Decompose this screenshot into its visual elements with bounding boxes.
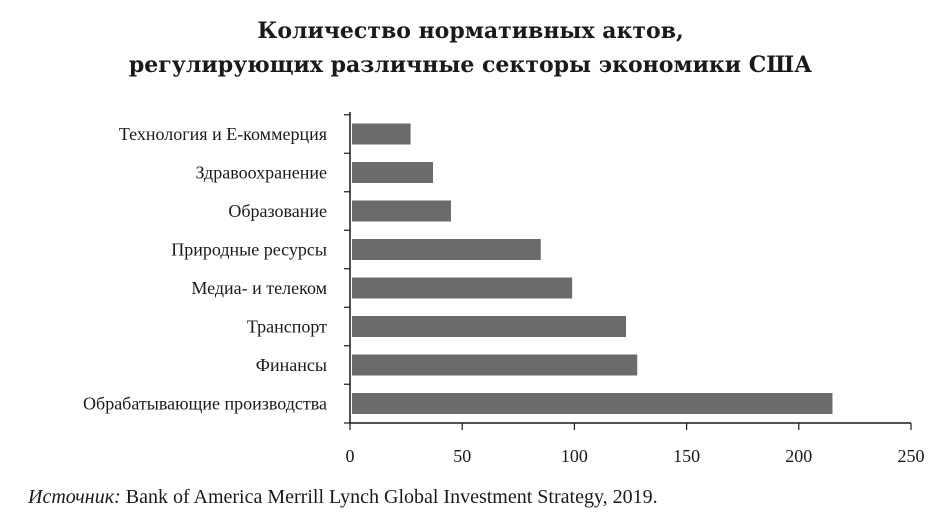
x-tick-label: 50 bbox=[453, 446, 471, 466]
category-label: Образование bbox=[228, 201, 327, 221]
category-label: Технология и E-коммерция bbox=[119, 124, 327, 144]
source-note: Источник: Bank of America Merrill Lynch … bbox=[28, 486, 658, 509]
category-label: Финансы bbox=[256, 355, 327, 375]
x-tick-label: 100 bbox=[561, 446, 588, 466]
axes-group bbox=[344, 112, 912, 430]
category-labels: Технология и E-коммерция Здравоохранение О… bbox=[83, 124, 327, 414]
category-label: Медиа- и телеком bbox=[191, 278, 327, 298]
category-label: Транспорт bbox=[247, 317, 327, 337]
tick-labels: 0 50 100 150 200 250 bbox=[346, 446, 925, 466]
bar bbox=[352, 162, 434, 183]
bar bbox=[352, 354, 638, 376]
bar bbox=[352, 393, 833, 414]
bar bbox=[352, 277, 573, 299]
bar bbox=[352, 239, 541, 260]
category-label: Здравоохранение bbox=[195, 163, 327, 183]
bar bbox=[352, 200, 451, 222]
source-label: Источник: bbox=[28, 486, 121, 508]
chart-title-line-2: регулирующих различные секторы экономики… bbox=[128, 52, 813, 78]
chart-title-line-1: Количество нормативных актов, bbox=[257, 18, 684, 44]
x-tick-label: 250 bbox=[898, 446, 925, 466]
category-label: Природные ресурсы bbox=[171, 240, 327, 260]
category-label: Обрабатывающие производства bbox=[83, 394, 327, 414]
bar bbox=[352, 316, 627, 337]
x-tick-label: 150 bbox=[673, 446, 700, 466]
bar bbox=[352, 123, 411, 145]
source-text: Bank of America Merrill Lynch Global Inv… bbox=[120, 486, 658, 508]
x-tick-label: 0 bbox=[346, 446, 355, 466]
x-tick-label: 200 bbox=[785, 446, 812, 466]
bars-group bbox=[352, 123, 833, 414]
chart-title: Количество нормативных актов, регулирующ… bbox=[0, 14, 941, 82]
